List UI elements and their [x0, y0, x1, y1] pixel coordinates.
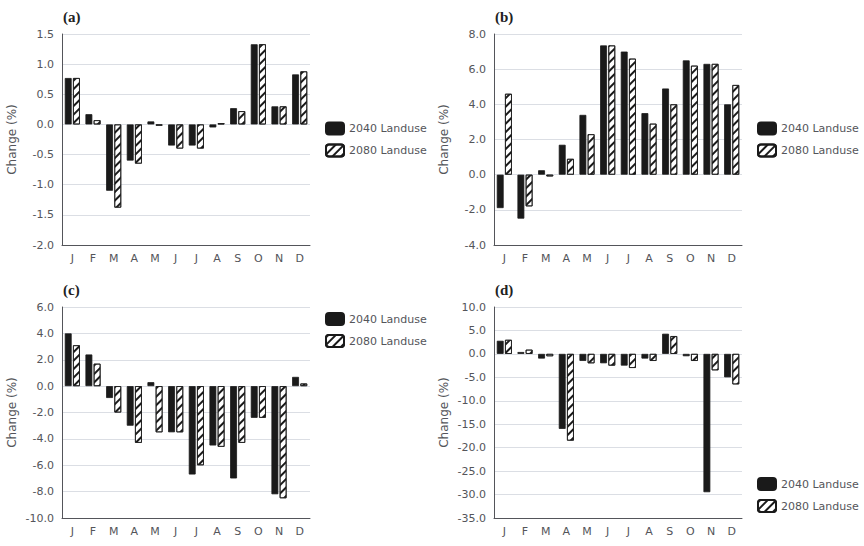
svg-text:2080 Landuse: 2080 Landuse — [781, 500, 859, 513]
svg-text:(b): (b) — [495, 9, 513, 26]
svg-text:2.0: 2.0 — [469, 133, 487, 146]
svg-text:Change (%): Change (%) — [5, 377, 19, 448]
svg-text:-15.0: -15.0 — [458, 418, 486, 431]
svg-text:2080 Landuse: 2080 Landuse — [781, 144, 859, 157]
svg-text:-5.0: -5.0 — [465, 371, 486, 384]
svg-text:2080 Landuse: 2080 Landuse — [349, 144, 427, 157]
svg-text:F: F — [90, 252, 96, 265]
svg-text:D: D — [727, 525, 735, 538]
svg-text:2.0: 2.0 — [37, 353, 55, 366]
svg-text:5.0: 5.0 — [469, 324, 487, 337]
svg-text:-20.0: -20.0 — [458, 441, 486, 454]
svg-text:J: J — [626, 252, 630, 265]
svg-text:-8.0: -8.0 — [33, 485, 54, 498]
svg-text:O: O — [686, 252, 695, 265]
svg-text:Change (%): Change (%) — [437, 104, 451, 175]
svg-text:(d): (d) — [495, 282, 513, 299]
svg-text:0.0: 0.0 — [37, 118, 55, 131]
svg-text:-35.0: -35.0 — [458, 512, 486, 525]
svg-text:2040 Landuse: 2040 Landuse — [349, 313, 427, 326]
svg-text:N: N — [707, 525, 715, 538]
svg-text:-10.0: -10.0 — [26, 512, 54, 525]
svg-text:J: J — [173, 525, 177, 538]
svg-text:A: A — [213, 252, 221, 265]
svg-text:S: S — [234, 252, 241, 265]
svg-text:-10.0: -10.0 — [458, 394, 486, 407]
svg-text:M: M — [541, 252, 551, 265]
svg-text:(a): (a) — [63, 9, 81, 26]
svg-text:M: M — [109, 252, 119, 265]
svg-text:-6.0: -6.0 — [33, 459, 54, 472]
svg-text:D: D — [295, 252, 303, 265]
svg-text:-2.0: -2.0 — [465, 203, 486, 216]
svg-text:A: A — [563, 252, 571, 265]
svg-text:0.0: 0.0 — [37, 380, 55, 393]
svg-text:2040 Landuse: 2040 Landuse — [781, 122, 859, 135]
svg-text:-4.0: -4.0 — [465, 239, 486, 252]
svg-text:D: D — [727, 252, 735, 265]
svg-text:-1.0: -1.0 — [33, 178, 54, 191]
svg-text:O: O — [254, 525, 263, 538]
svg-text:0.0: 0.0 — [469, 347, 487, 360]
svg-text:M: M — [541, 525, 551, 538]
svg-text:4.0: 4.0 — [37, 327, 55, 340]
svg-text:S: S — [666, 252, 673, 265]
svg-text:1.0: 1.0 — [37, 58, 55, 71]
svg-text:J: J — [605, 525, 609, 538]
svg-text:J: J — [194, 252, 198, 265]
svg-text:M: M — [150, 252, 160, 265]
svg-text:J: J — [70, 252, 74, 265]
svg-text:-25.0: -25.0 — [458, 465, 486, 478]
svg-text:S: S — [666, 525, 673, 538]
svg-text:-1.5: -1.5 — [33, 208, 54, 221]
svg-text:-0.5: -0.5 — [33, 148, 54, 161]
svg-text:4.0: 4.0 — [469, 98, 487, 111]
svg-text:N: N — [707, 252, 715, 265]
svg-text:J: J — [173, 252, 177, 265]
svg-text:A: A — [645, 525, 653, 538]
svg-text:F: F — [522, 525, 528, 538]
svg-text:F: F — [90, 525, 96, 538]
svg-text:-2.0: -2.0 — [33, 239, 54, 252]
svg-text:M: M — [582, 525, 592, 538]
svg-text:M: M — [582, 252, 592, 265]
svg-text:-30.0: -30.0 — [458, 488, 486, 501]
svg-text:2080 Landuse: 2080 Landuse — [349, 335, 427, 348]
svg-text:M: M — [150, 525, 160, 538]
svg-text:6.0: 6.0 — [469, 63, 487, 76]
svg-text:0.5: 0.5 — [37, 88, 55, 101]
svg-text:F: F — [522, 252, 528, 265]
svg-text:8.0: 8.0 — [469, 28, 487, 41]
svg-text:6.0: 6.0 — [37, 301, 55, 314]
svg-text:10.0: 10.0 — [462, 301, 487, 314]
svg-text:Change (%): Change (%) — [5, 104, 19, 175]
svg-text:D: D — [295, 525, 303, 538]
svg-text:S: S — [234, 525, 241, 538]
svg-text:2040 Landuse: 2040 Landuse — [349, 122, 427, 135]
svg-text:0.0: 0.0 — [469, 168, 487, 181]
svg-text:J: J — [502, 525, 506, 538]
svg-text:(c): (c) — [63, 282, 80, 299]
svg-text:J: J — [194, 525, 198, 538]
svg-text:A: A — [131, 525, 139, 538]
svg-text:2040 Landuse: 2040 Landuse — [781, 478, 859, 491]
svg-text:J: J — [605, 252, 609, 265]
svg-text:Change (%): Change (%) — [437, 377, 451, 448]
svg-text:O: O — [686, 525, 695, 538]
svg-text:J: J — [502, 252, 506, 265]
svg-text:A: A — [645, 252, 653, 265]
svg-text:M: M — [109, 525, 119, 538]
svg-text:N: N — [275, 525, 283, 538]
svg-text:-2.0: -2.0 — [33, 406, 54, 419]
svg-text:A: A — [213, 525, 221, 538]
svg-text:A: A — [563, 525, 571, 538]
svg-text:O: O — [254, 252, 263, 265]
svg-text:J: J — [70, 525, 74, 538]
svg-text:N: N — [275, 252, 283, 265]
svg-text:A: A — [131, 252, 139, 265]
svg-text:-4.0: -4.0 — [33, 432, 54, 445]
svg-text:J: J — [626, 525, 630, 538]
svg-text:1.5: 1.5 — [37, 28, 55, 41]
